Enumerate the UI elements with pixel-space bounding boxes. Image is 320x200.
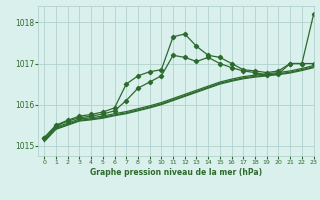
X-axis label: Graphe pression niveau de la mer (hPa): Graphe pression niveau de la mer (hPa): [90, 168, 262, 177]
